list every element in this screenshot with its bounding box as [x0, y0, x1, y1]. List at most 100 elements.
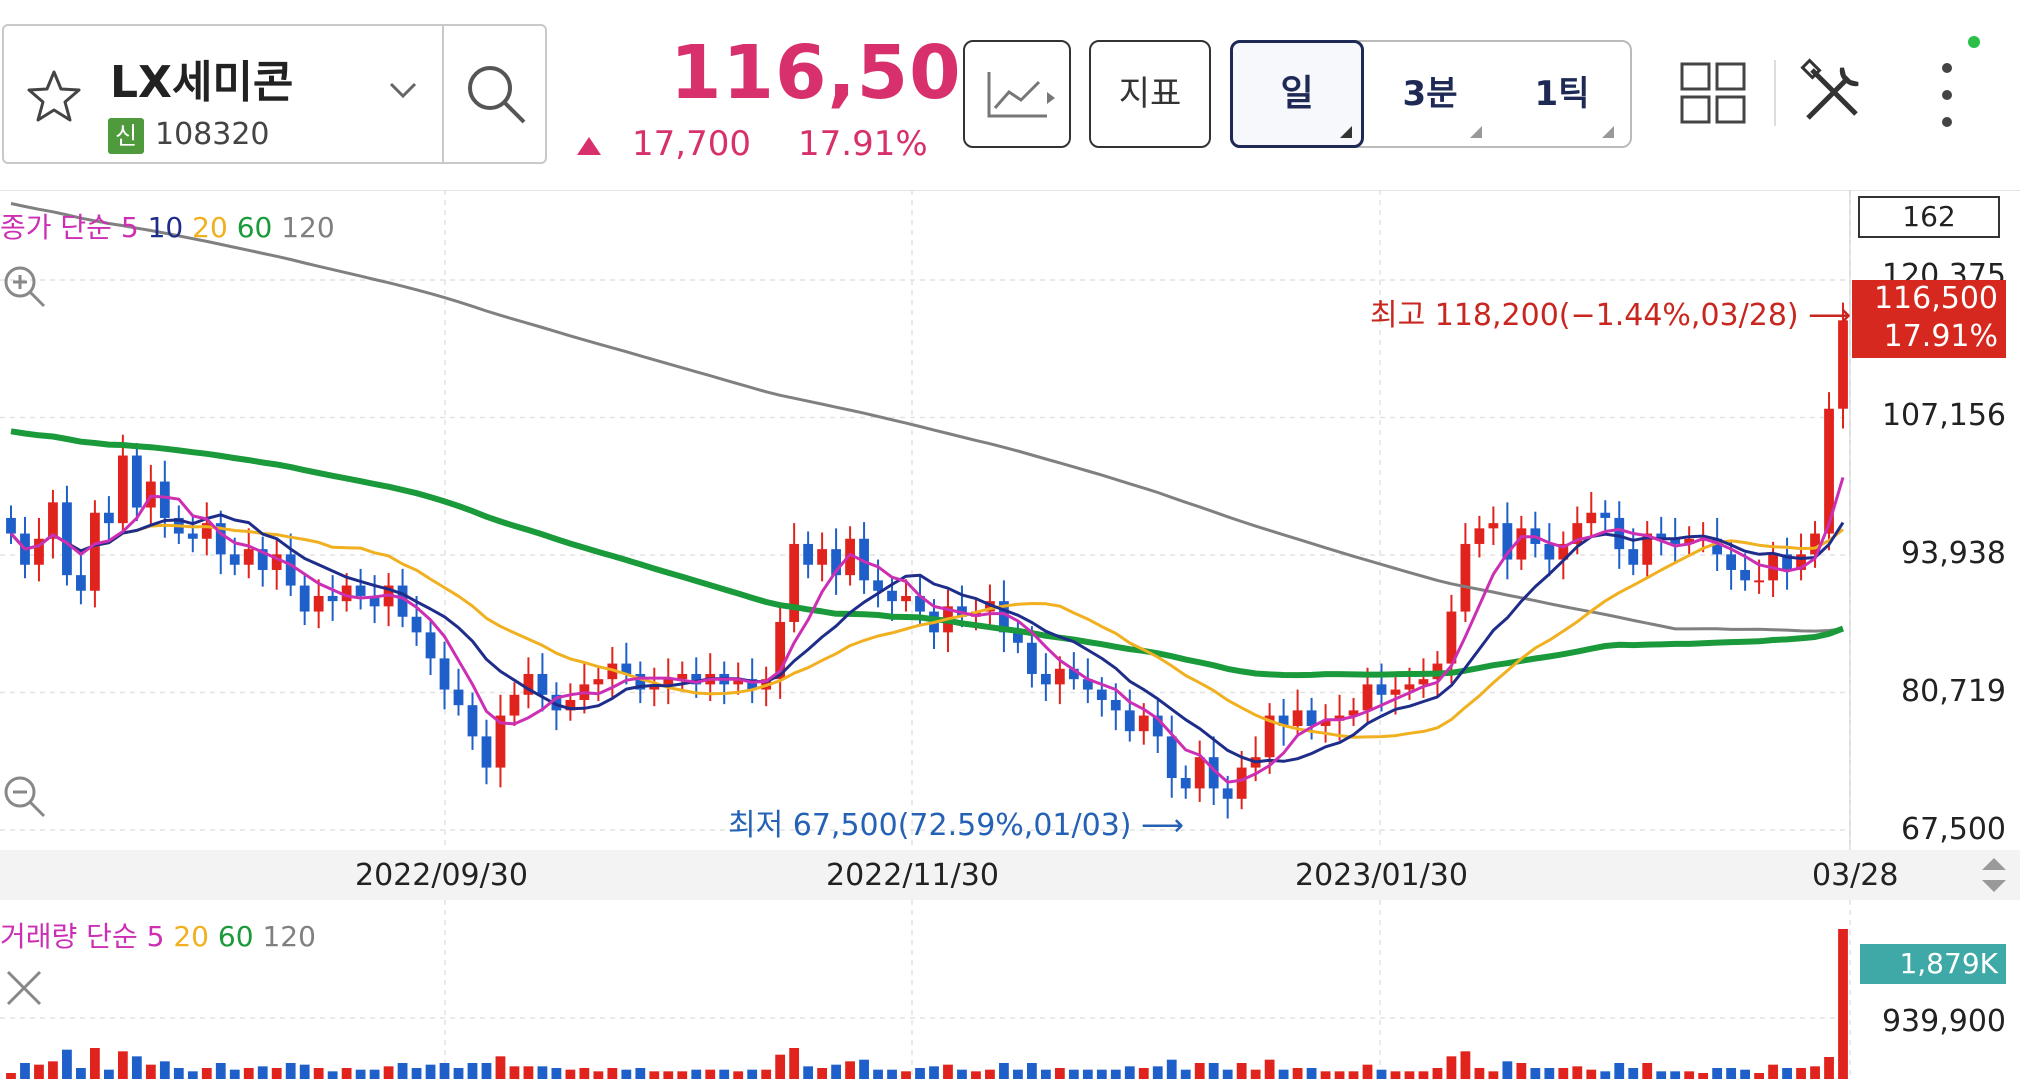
candle-body: [1124, 710, 1135, 732]
more-options-icon[interactable]: [1940, 60, 1954, 130]
high-annotation-text: 최고 118,200(−1.44%,03/28): [1370, 298, 1799, 333]
volume-bar: [1082, 1069, 1093, 1079]
zoom-out-icon[interactable]: [0, 772, 48, 820]
volume-legend[interactable]: 거래량 단순 5 20 60 120: [0, 915, 316, 955]
volume-bar: [159, 1061, 170, 1079]
dropdown-corner-icon: [1470, 126, 1482, 138]
candle-body: [327, 595, 338, 602]
price-chart[interactable]: [0, 190, 2020, 850]
candle-body: [1138, 715, 1149, 732]
candle-body: [1264, 715, 1275, 758]
candle-body: [1320, 720, 1331, 726]
candle-body: [48, 502, 58, 539]
setting-value-box[interactable]: 162: [1858, 196, 2000, 238]
candle-body: [663, 679, 674, 685]
y-tick-label: 107,156: [1881, 398, 2006, 433]
volume-bar: [1236, 1063, 1247, 1079]
volume-bar: [803, 1066, 814, 1079]
candle-body: [1586, 512, 1597, 524]
candle-body: [355, 585, 366, 596]
candle-body: [915, 595, 925, 612]
vol-ma120-label: 120: [262, 920, 316, 953]
candle-body: [62, 502, 72, 576]
candle-body: [1278, 715, 1289, 726]
zoom-in-icon[interactable]: [0, 262, 48, 310]
layout-grid-icon[interactable]: [1680, 62, 1746, 124]
candle-body: [1348, 710, 1359, 716]
stock-selector[interactable]: [2, 24, 547, 164]
candle-body: [481, 736, 492, 768]
volume-bar: [789, 1048, 800, 1079]
candle-body: [1670, 538, 1681, 544]
scroll-updown-icon[interactable]: [1978, 854, 2010, 896]
volume-bar: [901, 1071, 911, 1079]
volume-bar: [271, 1068, 282, 1079]
volume-bar: [1404, 1071, 1415, 1079]
volume-bar: [187, 1071, 198, 1079]
volume-bar: [985, 1069, 995, 1079]
close-icon[interactable]: [4, 968, 44, 1008]
volume-bar: [6, 1073, 16, 1079]
ma-legend[interactable]: 종가 단순 5 10 20 60 120: [0, 206, 335, 246]
volume-bar: [565, 1069, 576, 1079]
volume-bar: [1306, 1068, 1317, 1079]
low-annotation: 최저 67,500(72.59%,01/03) ⟶: [728, 808, 1185, 843]
volume-legend-prefix: 거래량 단순: [0, 920, 138, 953]
candle-body: [1166, 736, 1177, 778]
stock-name[interactable]: LX세미콘: [110, 57, 294, 108]
volume-bar: [243, 1068, 254, 1079]
candle-body: [999, 601, 1009, 633]
candle-body: [1782, 554, 1792, 570]
volume-bar: [1096, 1069, 1107, 1079]
price-tag-value: 116,500: [1873, 281, 1998, 316]
volume-bar: [1110, 1069, 1121, 1079]
candle-body: [901, 595, 911, 602]
search-icon[interactable]: [462, 60, 532, 130]
volume-bar: [943, 1064, 953, 1079]
candle-body: [1656, 533, 1667, 539]
candle-body: [1754, 580, 1764, 583]
period-3min-button[interactable]: 3분: [1402, 74, 1458, 114]
vol-ma60-label: 60: [217, 920, 254, 953]
chart-type-button[interactable]: [963, 40, 1071, 148]
stock-code: 108320: [155, 117, 270, 152]
volume-bar: [705, 1069, 716, 1079]
candle-body: [215, 523, 226, 555]
volume-bar: [76, 1068, 86, 1079]
period-1tick-button[interactable]: 1틱: [1534, 74, 1590, 114]
candle-body: [159, 481, 170, 518]
candle-body: [1460, 543, 1471, 612]
volume-bar: [1194, 1063, 1205, 1079]
volume-bar: [971, 1071, 981, 1079]
star-icon[interactable]: [24, 66, 84, 126]
volume-bar: [663, 1071, 674, 1079]
candle-body: [1796, 554, 1806, 570]
candle-body: [411, 616, 422, 633]
volume-bar: [1810, 1066, 1820, 1079]
indicator-button[interactable]: 지표: [1089, 40, 1211, 148]
volume-bar: [1264, 1059, 1275, 1079]
y-tick-label: 80,719: [1901, 674, 2006, 709]
volume-chart[interactable]: [0, 900, 2020, 1079]
candle-body: [1614, 517, 1625, 550]
candle-body: [1544, 543, 1555, 560]
candle-body: [733, 679, 744, 685]
vol-ma5-label: 5: [146, 920, 165, 953]
candle-body: [145, 481, 156, 508]
volume-bar: [1726, 1068, 1737, 1079]
volume-bar: [649, 1071, 660, 1079]
volume-bar: [1152, 1066, 1163, 1079]
volume-bar: [313, 1068, 324, 1079]
volume-bar: [551, 1068, 562, 1079]
x-tick-label: 2022/11/30: [826, 858, 999, 893]
volume-bar: [90, 1048, 100, 1079]
tools-icon[interactable]: [1798, 58, 1868, 128]
ma120-line: [10, 202, 1844, 633]
candle-body: [845, 538, 855, 576]
volume-bar: [1013, 1069, 1023, 1079]
volume-bar: [467, 1063, 478, 1079]
candle-body: [229, 554, 240, 565]
chevron-down-icon[interactable]: [388, 80, 418, 100]
candle-body: [299, 585, 310, 612]
volume-bar: [859, 1059, 869, 1079]
